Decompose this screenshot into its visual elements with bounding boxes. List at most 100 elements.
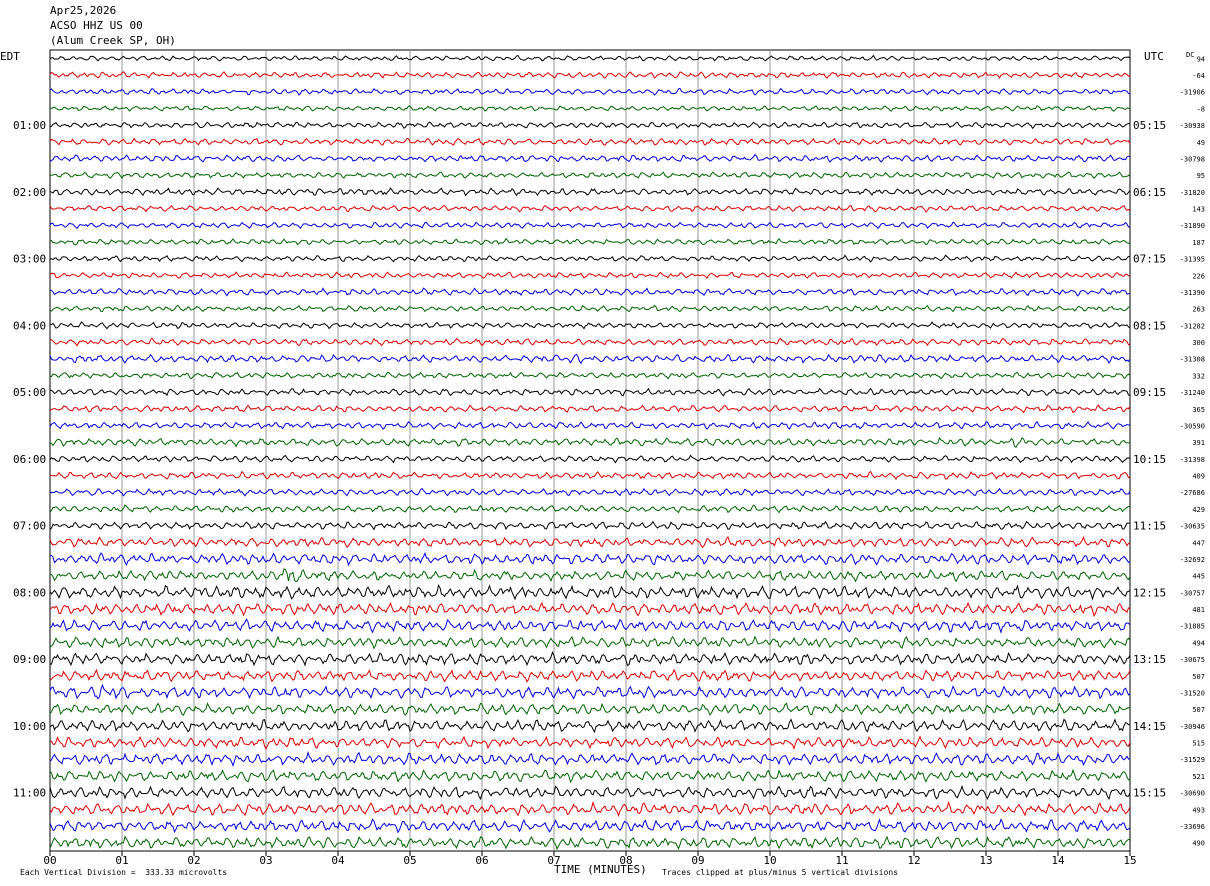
trace-row-38 [49,668,1131,683]
trace-row-25 [49,454,1131,464]
left-hour-label: 05:00 [13,386,46,399]
left-hour-label: 02:00 [13,186,46,199]
right-hour-label: 12:15 [1133,586,1166,599]
trace-row-18 [49,337,1131,347]
dc-offset-label: -31890 [1180,222,1205,230]
trace-row-44 [49,768,1131,784]
trace-row-24 [49,437,1131,449]
dc-offset-label: -8 [1197,105,1205,113]
right-hour-label: 09:15 [1133,386,1166,399]
trace-row-42 [49,735,1131,751]
x-tick-label: 00 [43,854,56,867]
dc-offset-label: 187 [1192,239,1205,247]
dc-offset-label: -31395 [1180,256,1205,264]
dc-offset-label: -30938 [1180,122,1205,130]
trace-row-30 [49,535,1131,549]
dc-offset-label: 490 [1192,840,1205,848]
trace-row-27 [49,487,1131,497]
x-tick-label: 09 [691,854,704,867]
dc-offset-label: -27686 [1180,489,1205,497]
trace-row-12 [49,237,1131,246]
right-hour-label: 14:15 [1133,720,1166,733]
dc-offset-label: 493 [1192,806,1205,814]
dc-offset-label: 332 [1192,372,1205,380]
trace-row-8 [49,171,1131,180]
dc-offset-label: -31906 [1180,89,1205,97]
dc-offset-label: 521 [1192,773,1205,781]
dc-offset-label: -33696 [1180,823,1205,831]
trace-row-14 [49,271,1131,279]
left-hour-label: 10:00 [13,720,46,733]
dc-offset-label: 445 [1192,573,1205,581]
right-timezone-label: UTC [1144,50,1164,63]
trace-row-10 [49,204,1131,213]
trace-row-46 [49,800,1131,818]
dc-offset-label: -30946 [1180,723,1205,731]
trace-row-34 [49,601,1131,618]
dc-offset-label: 300 [1192,339,1205,347]
x-tick-label: 14 [1051,854,1065,867]
trace-row-15 [49,287,1131,297]
trace-row-48 [49,835,1131,851]
dc-offset-label: 143 [1192,206,1205,214]
trace-row-36 [49,635,1131,650]
trace-row-29 [49,520,1131,531]
right-hour-label: 10:15 [1133,453,1166,466]
dc-offset-label: 515 [1192,740,1205,748]
right-hour-label: 13:15 [1133,653,1166,666]
x-tick-label: 13 [979,854,992,867]
dc-offset-label: -31820 [1180,189,1205,197]
dc-offset-label: -30590 [1180,422,1205,430]
trace-row-47 [49,817,1131,834]
dc-offset-label: 94 [1197,55,1205,63]
trace-row-4 [49,105,1131,112]
trace-row-6 [49,137,1131,146]
right-hour-label: 08:15 [1133,319,1166,332]
right-hour-label: 11:15 [1133,520,1166,533]
scale-note: Each Vertical Division = 333.33 microvol… [20,868,228,877]
dc-offset-label: -32692 [1180,556,1205,564]
left-timezone-label: EDT [0,50,20,63]
right-hour-label: 15:15 [1133,787,1166,800]
trace-row-31 [49,551,1131,567]
trace-row-39 [49,683,1131,700]
left-hour-label: 08:00 [13,586,46,599]
trace-row-32 [49,568,1131,583]
left-hour-label: 04:00 [13,319,46,332]
dc-offset-label: 391 [1192,439,1205,447]
dc-header: DC [1186,51,1194,59]
x-tick-label: 05 [403,854,416,867]
dc-offset-label: 263 [1192,306,1205,314]
dc-offset-label: -64 [1192,72,1205,80]
trace-row-37 [49,651,1131,667]
dc-offset-label: 226 [1192,272,1205,280]
x-tick-label: 15 [1123,854,1136,867]
trace-row-22 [49,404,1131,414]
dc-offset-label: -30690 [1180,790,1205,798]
x-tick-label: 01 [115,854,128,867]
dc-offset-label: 507 [1192,706,1205,714]
left-hour-label: 01:00 [13,119,46,132]
trace-row-17 [49,321,1131,330]
dc-offset-label: -31529 [1180,756,1205,764]
trace-row-26 [49,470,1131,481]
right-hour-label: 06:15 [1133,186,1166,199]
left-hour-label: 03:00 [13,253,46,266]
dc-offset-label: -30675 [1180,656,1205,664]
dc-offset-label: -30757 [1180,589,1205,597]
trace-row-41 [49,718,1131,734]
clip-note: Traces clipped at plus/minus 5 vertical … [662,868,899,877]
dc-offset-label: -31885 [1180,623,1205,631]
trace-row-43 [49,750,1131,768]
dc-offset-label: 95 [1197,172,1205,180]
trace-row-40 [49,702,1131,716]
x-tick-label: 10 [763,854,776,867]
trace-row-28 [49,504,1131,514]
x-tick-label: 03 [259,854,272,867]
dc-offset-label: 409 [1192,473,1205,481]
trace-row-35 [49,618,1131,635]
dc-offset-label: 429 [1192,506,1205,514]
trace-row-3 [49,87,1131,96]
header-station: ACSO HHZ US 00 [50,19,143,32]
x-tick-label: 08 [619,854,632,867]
